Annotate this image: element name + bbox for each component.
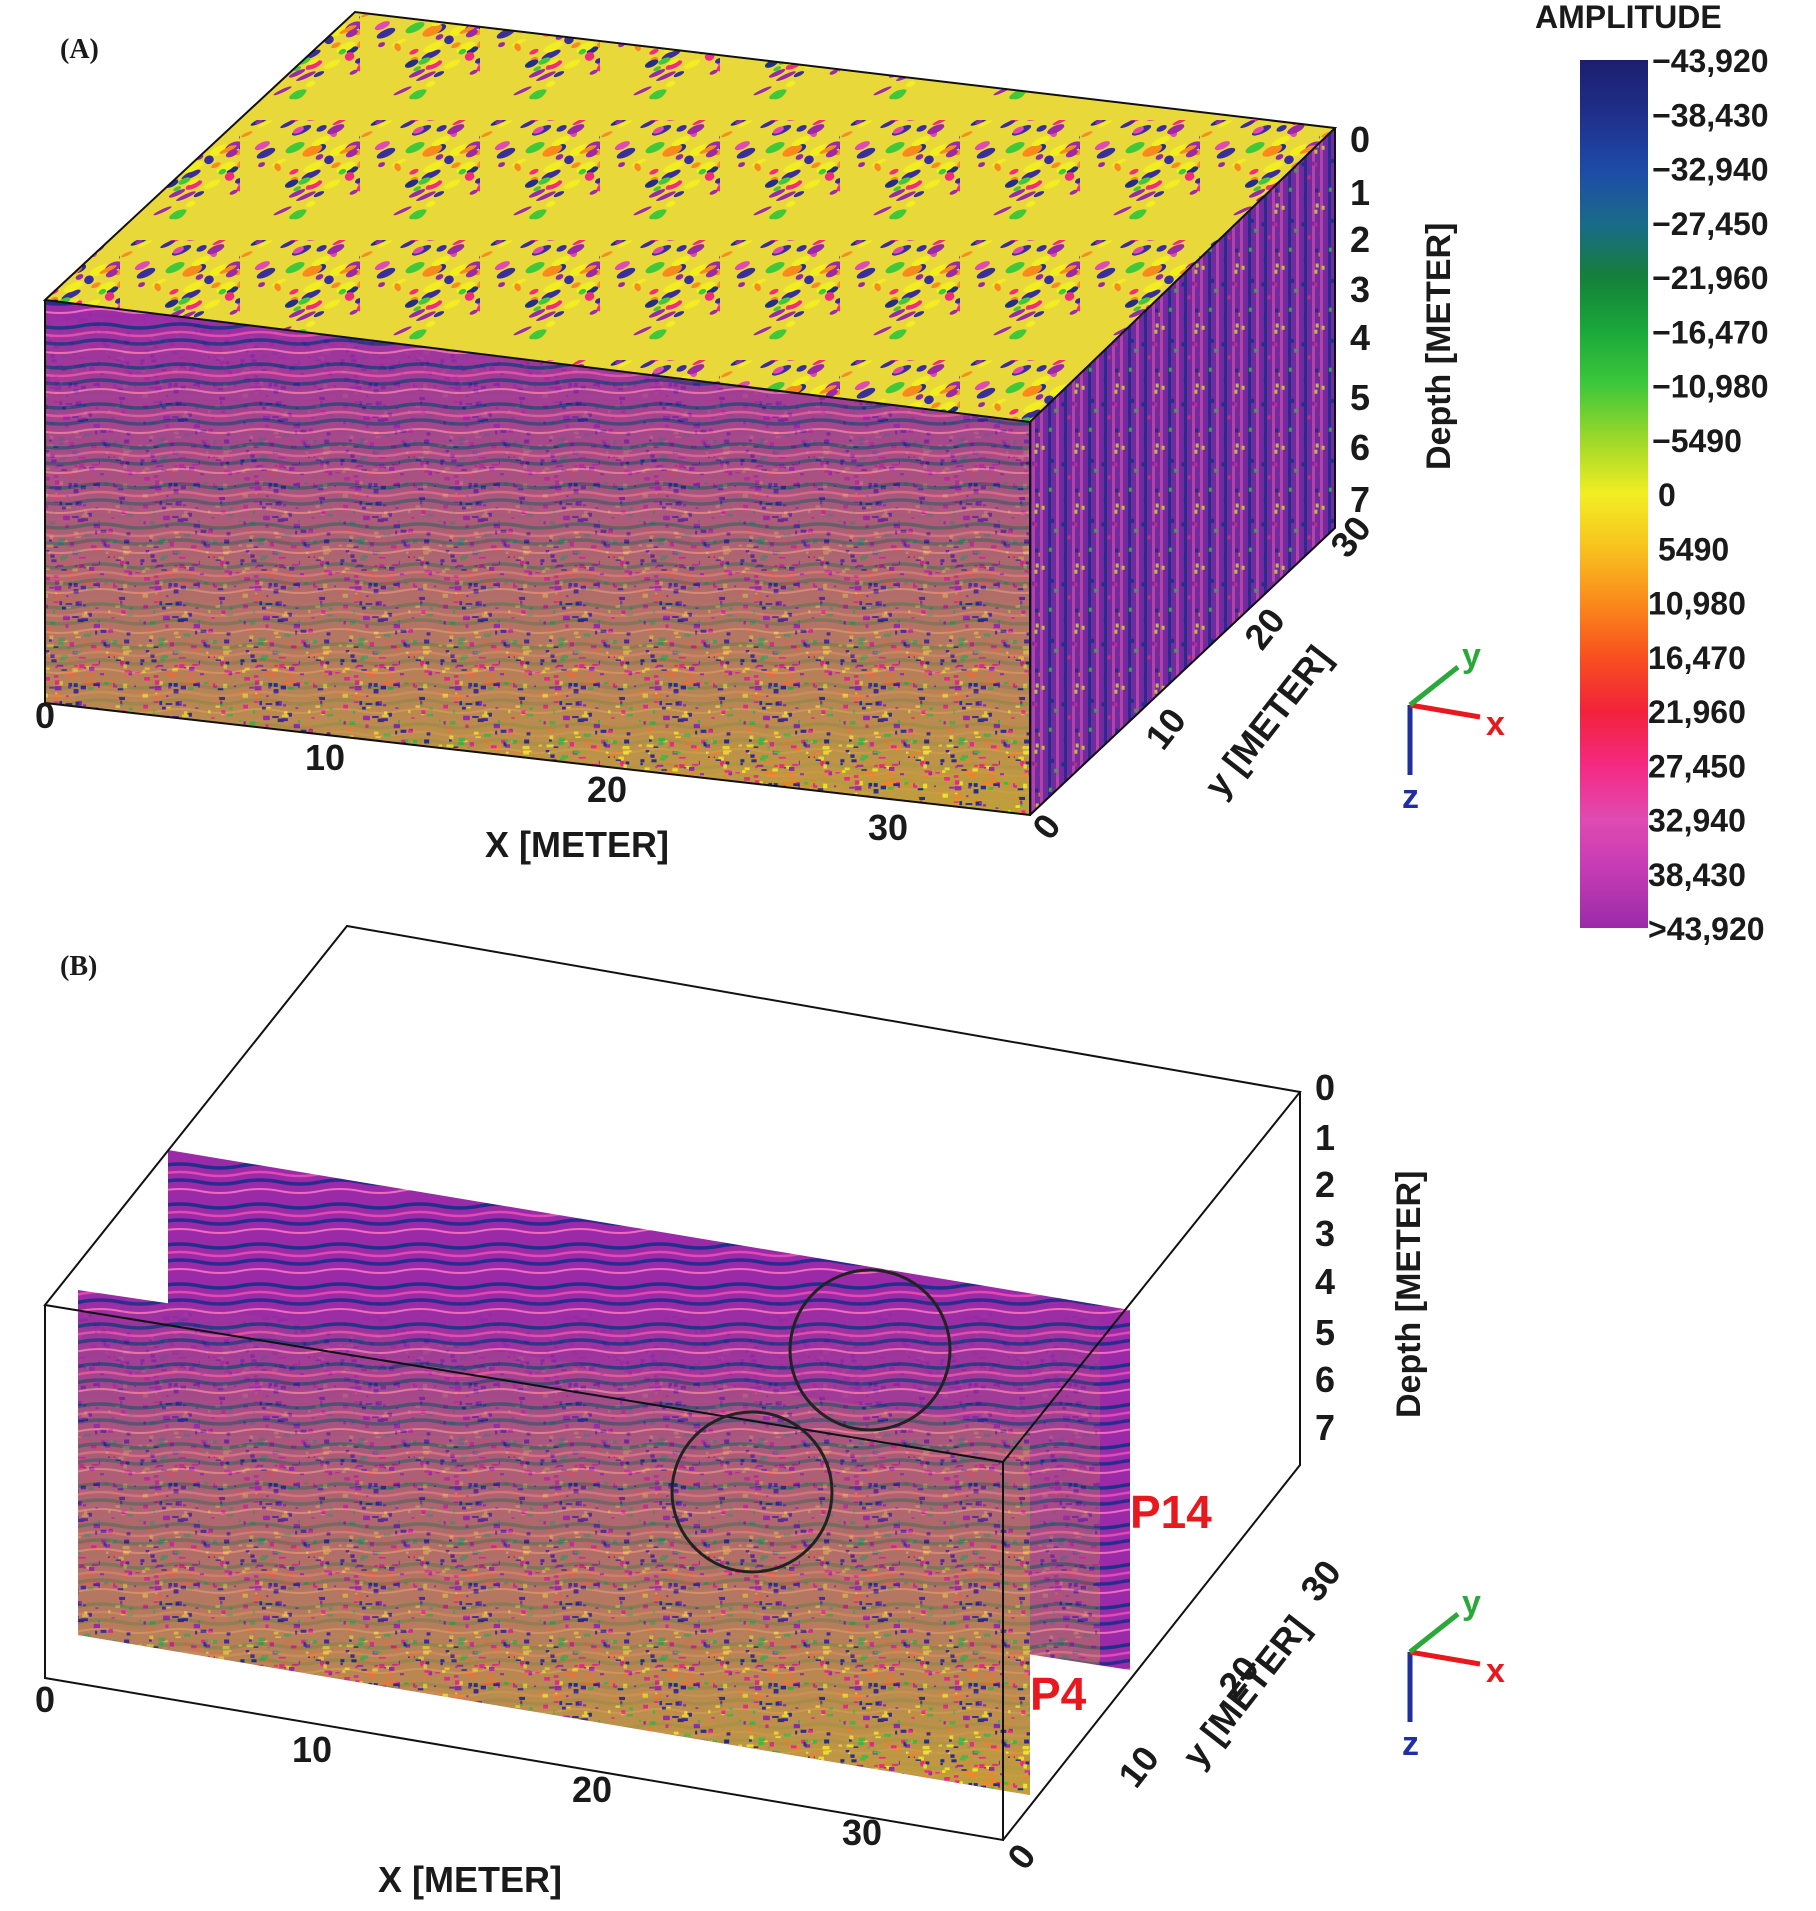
y-tick-label: 0: [999, 1836, 1044, 1877]
axis-triad-b: x y z: [1402, 1584, 1505, 1763]
colorbar-tick-label: 5490: [1658, 531, 1729, 567]
x-tick-label: 0: [35, 695, 55, 736]
colorbar-tick-label: −32,940: [1652, 152, 1769, 188]
panel-a-depth-label: Depth [METER]: [1420, 223, 1458, 470]
y-tick-label: 10: [1137, 700, 1194, 757]
panel-a-x-ticks: 0 10 20 30: [35, 695, 908, 848]
anomaly-circle-lower: [670, 1410, 834, 1574]
depth-tick-label: 0: [1350, 119, 1370, 160]
colorbar: AMPLITUDE −43,920 −38,430 −32,940 −27,450 −2…: [1535, 0, 1769, 947]
colorbar-tick-label: >43,920: [1648, 911, 1765, 947]
colorbar-ramp: [1580, 60, 1648, 928]
y-tick-label: 0: [1024, 806, 1069, 847]
depth-tick-label: 7: [1315, 1407, 1335, 1448]
depth-tick-label: 0: [1315, 1067, 1335, 1108]
depth-tick-label: 2: [1350, 219, 1370, 260]
triad-a-x: x: [1486, 705, 1505, 743]
colorbar-tick-label: 27,450: [1648, 748, 1746, 784]
colorbar-tick-label: 10,980: [1648, 586, 1746, 622]
x-tick-label: 20: [587, 769, 627, 810]
anomaly-circle-upper: [788, 1268, 952, 1432]
panel-b-section-p4: [78, 1290, 1030, 1795]
y-tick-label: 10: [1110, 1738, 1167, 1795]
colorbar-tick-label: 32,940: [1648, 803, 1746, 839]
panel-a: (A) 0 1 2 3 4 5 6 7 Depth [METER] 0 10 20 30 X [ME…: [35, 10, 1505, 865]
triad-b-y: y: [1462, 1584, 1481, 1622]
panel-a-label: (A): [60, 34, 99, 65]
axis-triad-a: x y z: [1402, 637, 1505, 816]
colorbar-labels: −43,920 −38,430 −32,940 −27,450 −21,960 −16,4…: [1648, 43, 1769, 947]
colorbar-tick-label: −21,960: [1652, 260, 1769, 296]
panel-b-x-ticks: 0 10 20 30: [35, 1679, 882, 1853]
triad-b-z: z: [1402, 1725, 1419, 1763]
colorbar-tick-label: −43,920: [1652, 43, 1769, 79]
panel-b-label: (B): [60, 951, 97, 982]
colorbar-tick-label: −27,450: [1652, 206, 1769, 242]
profile-label-p4: P4: [1030, 1668, 1087, 1720]
depth-tick-label: 2: [1315, 1164, 1335, 1205]
triad-a-y: y: [1462, 637, 1481, 675]
colorbar-tick-label: −5490: [1652, 423, 1742, 459]
colorbar-tick-label: 0: [1658, 477, 1676, 513]
panel-b-depth-label: Depth [METER]: [1390, 1171, 1428, 1418]
depth-tick-label: 7: [1350, 479, 1370, 520]
depth-tick-label: 1: [1315, 1117, 1335, 1158]
colorbar-tick-label: −16,470: [1652, 314, 1769, 350]
y-tick-label: 30: [1292, 1552, 1349, 1609]
depth-tick-label: 1: [1350, 172, 1370, 213]
depth-tick-label: 6: [1315, 1359, 1335, 1400]
x-tick-label: 10: [305, 737, 345, 778]
panel-b-y-label: y [METER]: [1174, 1608, 1317, 1775]
depth-tick-label: 5: [1315, 1312, 1335, 1353]
depth-tick-label: 4: [1350, 317, 1370, 358]
depth-tick-label: 5: [1350, 377, 1370, 418]
panel-a-top-face: [45, 12, 1335, 422]
depth-tick-label: 3: [1350, 269, 1370, 310]
depth-tick-label: 3: [1315, 1213, 1335, 1254]
x-tick-label: 20: [572, 1769, 612, 1810]
colorbar-tick-label: 38,430: [1648, 857, 1746, 893]
colorbar-tick-label: −38,430: [1652, 97, 1769, 133]
colorbar-tick-label: 21,960: [1648, 694, 1746, 730]
depth-tick-label: 4: [1315, 1261, 1335, 1302]
panel-a-front-face: [45, 300, 1030, 815]
depth-tick-label: 6: [1350, 427, 1370, 468]
panel-a-side-face: [1030, 128, 1335, 815]
triad-b-x: x: [1486, 1652, 1505, 1690]
panel-a-x-label: X [METER]: [485, 824, 669, 865]
panel-b: (B) P14 P4 0 1 2 3 4 5 6 7 Depth [METER] 0 10 20 3…: [35, 924, 1505, 1900]
x-tick-label: 30: [868, 807, 908, 848]
panel-a-y-label: y [METER]: [1196, 638, 1339, 805]
x-tick-label: 30: [842, 1812, 882, 1853]
profile-label-p14: P14: [1130, 1486, 1212, 1538]
panel-b-depth-ticks: 0 1 2 3 4 5 6 7: [1315, 1067, 1335, 1448]
triad-a-z: z: [1402, 778, 1419, 816]
colorbar-tick-label: −10,980: [1652, 369, 1769, 405]
panel-a-depth-ticks: 0 1 2 3 4 5 6 7: [1350, 119, 1370, 520]
colorbar-tick-label: 16,470: [1648, 640, 1746, 676]
panel-b-x-label: X [METER]: [378, 1859, 562, 1900]
x-tick-label: 0: [35, 1679, 55, 1720]
x-tick-label: 10: [292, 1729, 332, 1770]
colorbar-title: AMPLITUDE: [1535, 0, 1722, 35]
